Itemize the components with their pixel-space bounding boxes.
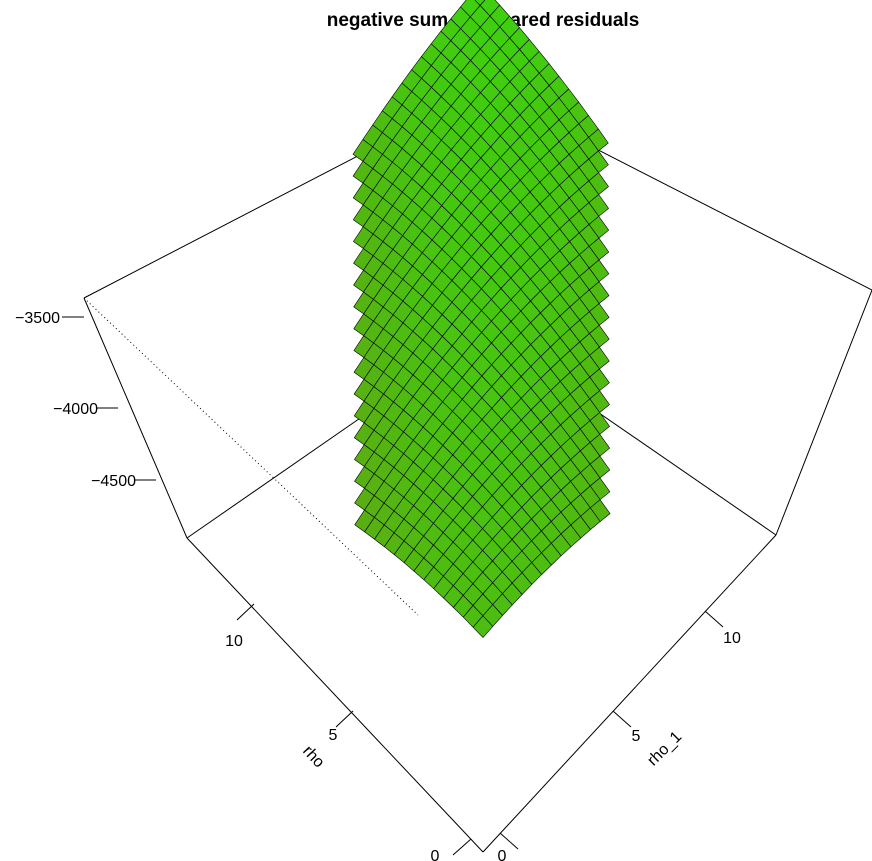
y-tick-label: 0 xyxy=(498,848,507,861)
box-edge-left-vertical xyxy=(83,297,188,539)
surface-facet xyxy=(472,615,494,638)
y-tick-mark xyxy=(704,610,724,628)
y-tick-mark xyxy=(612,710,632,728)
y-tick-label: 10 xyxy=(723,630,741,647)
z-tick-label: −4500 xyxy=(91,473,136,490)
y-axis: 0 5 10 rho_1 xyxy=(498,610,741,861)
x-axis-label: rho xyxy=(299,743,327,772)
box-edge-floor-front-left xyxy=(186,537,484,853)
surface xyxy=(352,0,611,638)
x-tick-mark xyxy=(452,838,472,856)
z-tick-label: −4000 xyxy=(53,401,98,418)
box-edge-floor-front-right xyxy=(482,534,777,853)
x-tick-label: 0 xyxy=(431,848,440,861)
x-tick-label: 10 xyxy=(225,633,243,650)
z-tick-label: −3500 xyxy=(15,310,60,327)
box-edge-right-vertical xyxy=(775,289,872,536)
hidden-box-edge xyxy=(83,297,419,616)
box-front-frame xyxy=(186,534,777,853)
x-axis: 0 5 10 rho xyxy=(225,603,472,861)
surface-facet xyxy=(474,0,486,6)
y-tick-mark xyxy=(499,832,519,850)
x-tick-label: 5 xyxy=(329,727,338,744)
y-tick-label: 5 xyxy=(632,728,641,745)
y-axis-label: rho_1 xyxy=(644,728,685,769)
x-tick-mark xyxy=(236,603,255,621)
z-axis: −3500 −4000 −4500 xyxy=(15,310,156,490)
x-tick-mark xyxy=(335,710,354,728)
